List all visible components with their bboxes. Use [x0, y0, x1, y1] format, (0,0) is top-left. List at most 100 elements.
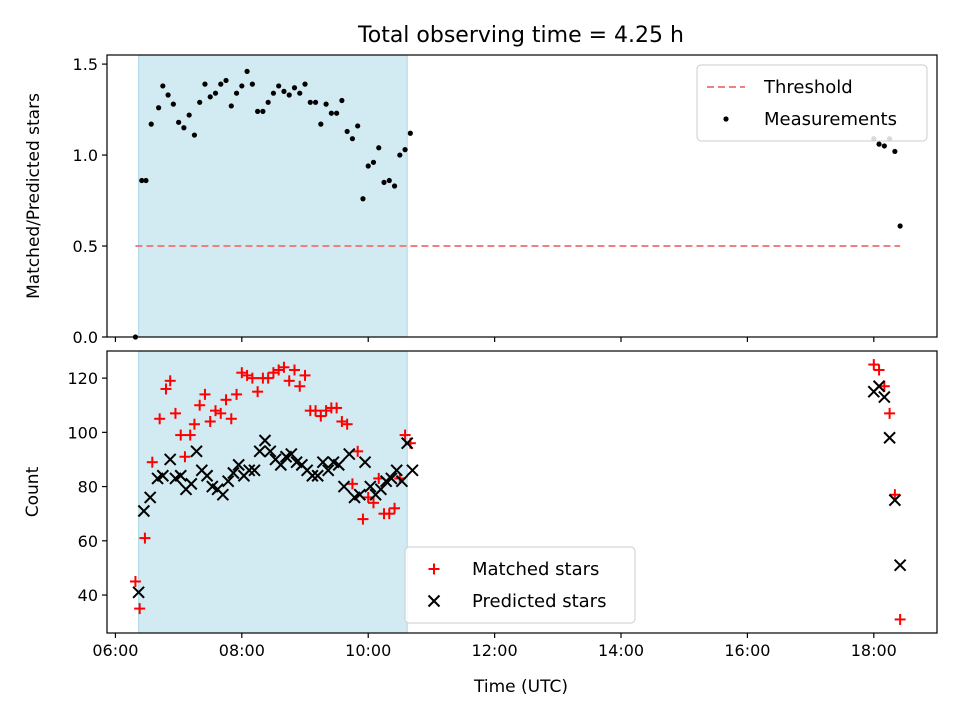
matched-stars-point: [225, 413, 237, 425]
legend-predicted-stars-swatch: [427, 594, 441, 608]
matched-stars-point: [139, 532, 151, 544]
measurements-point: [291, 85, 298, 91]
predicted-stars-point: [332, 458, 345, 472]
measurements-point: [365, 163, 371, 169]
measurements-point: [323, 101, 329, 107]
legend-matched-stars-swatch: [428, 563, 440, 575]
matched-stars-point: [262, 372, 274, 384]
matched-stars-point: [873, 364, 885, 376]
matched-stars-point: [204, 416, 216, 427]
predicted-stars-point: [321, 464, 335, 477]
predicted-stars-point: [390, 464, 403, 477]
matched-stars-point: [288, 364, 300, 376]
measurements-point: [386, 177, 392, 184]
measurements-point: [207, 94, 213, 100]
x-tick-label: 08:00: [219, 641, 265, 660]
measurements-point: [239, 83, 245, 89]
measurements-point: [233, 90, 240, 96]
measurements-point: [156, 105, 162, 111]
measurements-point: [328, 110, 334, 116]
matched-stars-point: [399, 429, 411, 441]
predicted-stars-point: [190, 445, 203, 458]
predicted-stars-point: [221, 474, 235, 488]
measurements-point: [249, 81, 255, 87]
predicted-stars-point: [232, 458, 245, 472]
matched-stars-point: [346, 478, 358, 490]
measurements-point: [355, 123, 361, 129]
measurements-point: [370, 159, 377, 165]
measurements-point: [897, 223, 903, 229]
x-axis-label: Time (UTC): [473, 677, 568, 697]
predicted-stars-point: [274, 458, 288, 472]
y-tick-label: 0.5: [73, 237, 98, 256]
predicted-stars-point: [174, 469, 187, 482]
ratio-panel-frame: [106, 54, 938, 338]
measurements-point: [312, 99, 319, 105]
y-tick-label: 80: [78, 478, 98, 497]
measurements-point: [244, 68, 250, 74]
matched-stars-point: [310, 405, 322, 417]
matched-stars-point: [283, 375, 295, 387]
x-tick-label: 18:00: [851, 641, 897, 660]
x-tick-label: 12:00: [472, 641, 518, 660]
legend-matched-stars-label: Matched stars: [472, 559, 599, 580]
count-panel-frame: [106, 350, 938, 634]
measurements-point: [302, 81, 308, 87]
count-panel-shaded-interval: [138, 350, 408, 634]
measurements-point: [349, 136, 356, 142]
predicted-stars-point: [872, 380, 886, 393]
measurements-point: [360, 196, 366, 202]
measurements-point: [218, 81, 224, 87]
matched-stars-point: [252, 386, 264, 398]
matched-stars-point: [878, 380, 890, 392]
matched-stars-point: [367, 497, 379, 509]
matched-stars-point: [129, 575, 141, 587]
measurements-point: [402, 147, 408, 153]
predicted-stars-point: [185, 477, 198, 491]
measurements-point: [197, 99, 203, 105]
matched-stars-point: [164, 375, 176, 387]
measurements-point: [881, 143, 887, 149]
predicted-stars-point: [893, 559, 907, 572]
measurements-point: [260, 108, 266, 114]
predicted-stars-point: [216, 488, 230, 501]
predicted-stars-point: [163, 453, 177, 466]
predicted-stars-point: [311, 469, 324, 482]
measurements-point: [339, 97, 345, 104]
measurements-point: [318, 121, 324, 127]
measurements-point: [186, 112, 192, 118]
matched-stars-point: [188, 418, 200, 430]
matched-stars-point: [199, 388, 211, 400]
matched-stars-point: [299, 369, 311, 381]
measurements-point: [265, 99, 271, 105]
x-tick-label: 10:00: [345, 641, 391, 660]
matched-stars-point: [331, 402, 343, 414]
matched-stars-point: [160, 383, 172, 395]
predicted-stars-point: [242, 464, 256, 477]
measurements-point: [334, 110, 340, 116]
predicted-stars-point: [385, 472, 398, 485]
matched-stars-point: [220, 394, 232, 406]
legend-threshold-label: Threshold: [763, 77, 853, 98]
matched-stars-point: [352, 445, 364, 457]
predicted-stars-point: [143, 491, 157, 504]
predicted-stars-point: [337, 480, 351, 493]
predicted-stars-point: [285, 447, 298, 461]
predicted-stars-point: [878, 390, 891, 404]
measurements-point: [407, 130, 413, 136]
y-tick-label: 100: [67, 423, 98, 442]
matched-stars-point: [389, 502, 401, 514]
y-tick-label: 0.0: [73, 328, 98, 347]
predicted-stars-point: [253, 445, 266, 458]
measurements-point: [148, 121, 154, 127]
x-tick-label: 14:00: [598, 641, 644, 660]
matched-stars-point: [184, 429, 196, 441]
matched-stars-point: [315, 410, 327, 422]
predicted-stars-point: [358, 455, 372, 469]
chart-title: Total observing time = 4.25 h: [357, 23, 684, 48]
matched-stars-point: [278, 361, 290, 373]
predicted-stars-point: [200, 469, 214, 482]
matched-stars-point: [357, 513, 369, 525]
matched-stars-point: [175, 429, 187, 441]
